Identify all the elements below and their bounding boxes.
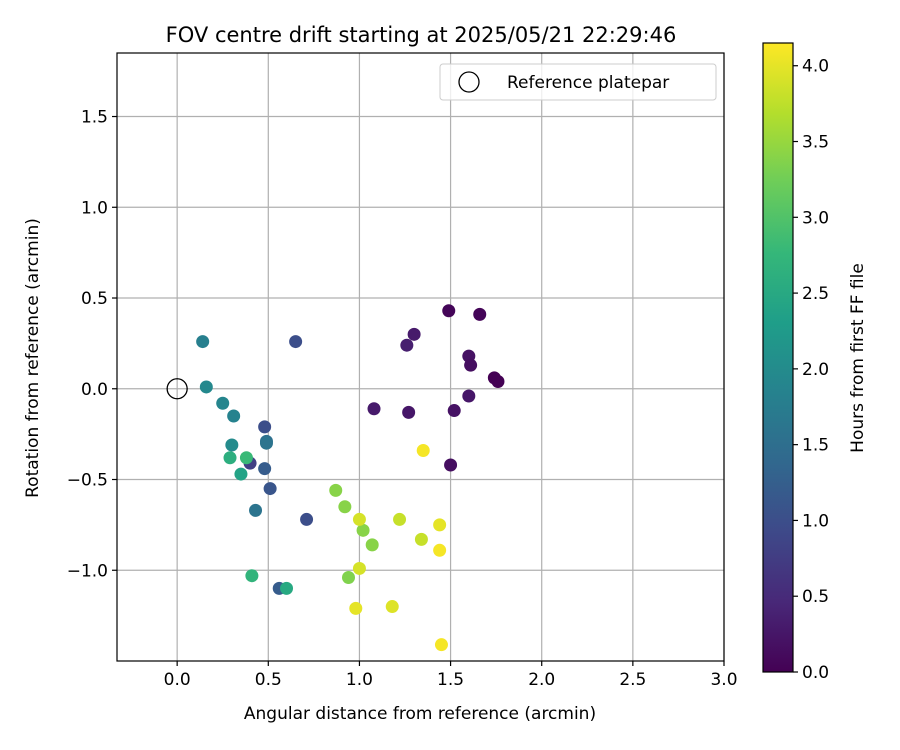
data-point <box>199 380 213 394</box>
data-point <box>464 358 478 372</box>
data-point <box>329 483 343 497</box>
colorbar-tick-label: 4.0 <box>802 57 829 77</box>
legend-label: Reference platepar <box>507 73 669 93</box>
data-point <box>263 482 277 496</box>
data-point <box>259 436 273 450</box>
data-point <box>414 532 428 546</box>
data-point <box>444 458 458 472</box>
data-point <box>225 438 239 452</box>
axes-frame <box>116 52 725 662</box>
data-point <box>491 375 505 389</box>
colorbar-gradient <box>762 42 794 673</box>
data-point <box>352 512 366 526</box>
data-point <box>447 404 461 418</box>
colorbar-tick-label: 1.0 <box>802 511 829 531</box>
data-point <box>341 571 355 585</box>
data-point <box>462 389 476 403</box>
x-tick-label: 2.0 <box>528 670 555 690</box>
y-tick-label: 0.0 <box>81 380 108 400</box>
colorbar-label: Hours from first FF file <box>848 263 868 453</box>
colorbar-tick-label: 0.5 <box>802 587 829 607</box>
data-point <box>349 601 363 615</box>
data-point <box>280 581 294 595</box>
colorbar-tick-label: 3.5 <box>802 133 829 153</box>
reference-platepar-marker <box>166 378 188 400</box>
data-point <box>400 338 414 352</box>
y-axis-label: Rotation from reference (arcmin) <box>23 218 43 498</box>
data-point <box>385 600 399 614</box>
colorbar-tick-label: 3.0 <box>802 208 829 228</box>
x-axis-label: Angular distance from reference (arcmin) <box>244 704 596 724</box>
data-point <box>407 327 421 341</box>
x-tick-label: 3.0 <box>710 670 737 690</box>
y-tick-label: 1.5 <box>81 108 108 128</box>
colorbar: 0.0 0.5 1.0 1.5 2.0 2.5 3.0 3.5 4.0 Hours from f… <box>762 42 868 683</box>
x-tick-label: 0.0 <box>164 670 191 690</box>
colorbar-tick-label: 1.5 <box>802 436 829 456</box>
data-point <box>227 409 241 423</box>
x-tick-label: 2.5 <box>619 670 646 690</box>
y-tick-label: −0.5 <box>67 471 108 491</box>
x-tick-label: 0.5 <box>255 670 282 690</box>
y-tick-label: −1.0 <box>67 561 108 581</box>
data-point <box>338 500 352 514</box>
data-point <box>196 335 210 349</box>
grid <box>117 53 725 661</box>
data-point <box>367 402 381 416</box>
data-point <box>223 451 237 465</box>
y-tick-label: 0.5 <box>81 289 108 309</box>
data-point <box>442 304 456 318</box>
data-point <box>356 523 370 537</box>
data-point <box>239 451 253 465</box>
data-point <box>416 443 430 457</box>
colorbar-ticks: 0.0 0.5 1.0 1.5 2.0 2.5 3.0 3.5 4.0 <box>793 57 829 683</box>
colorbar-tick-label: 0.0 <box>802 663 829 683</box>
data-point <box>258 420 272 434</box>
data-point <box>300 512 314 526</box>
data-point <box>402 405 416 419</box>
data-point <box>216 396 230 410</box>
data-point <box>393 512 407 526</box>
data-point <box>352 561 366 575</box>
plot-area: 0.0 0.5 1.0 1.5 2.0 2.5 3.0 −1.0 −0.5 0.0 0.5 1.0 1.… <box>67 52 738 690</box>
data-point <box>473 307 487 321</box>
data-point <box>434 638 448 652</box>
x-tick-label: 1.0 <box>346 670 373 690</box>
axis-ticks: 0.0 0.5 1.0 1.5 2.0 2.5 3.0 −1.0 −0.5 0.0 0.5 1.0 1.… <box>67 108 738 690</box>
data-point <box>433 543 447 557</box>
legend: Reference platepar <box>439 63 717 101</box>
chart-title: FOV centre drift starting at 2025/05/21 … <box>166 23 677 47</box>
data-point <box>289 335 303 349</box>
legend-marker <box>458 71 480 93</box>
data-point <box>245 569 259 583</box>
y-tick-label: 1.0 <box>81 198 108 218</box>
data-point <box>258 462 272 476</box>
data-point <box>234 467 248 481</box>
data-points <box>166 304 505 652</box>
data-point <box>249 503 263 517</box>
data-point <box>365 538 379 552</box>
legend-box <box>439 63 717 101</box>
colorbar-tick-label: 2.5 <box>802 284 829 304</box>
colorbar-tick-label: 2.0 <box>802 360 829 380</box>
data-point <box>433 518 447 532</box>
x-tick-label: 1.5 <box>437 670 464 690</box>
